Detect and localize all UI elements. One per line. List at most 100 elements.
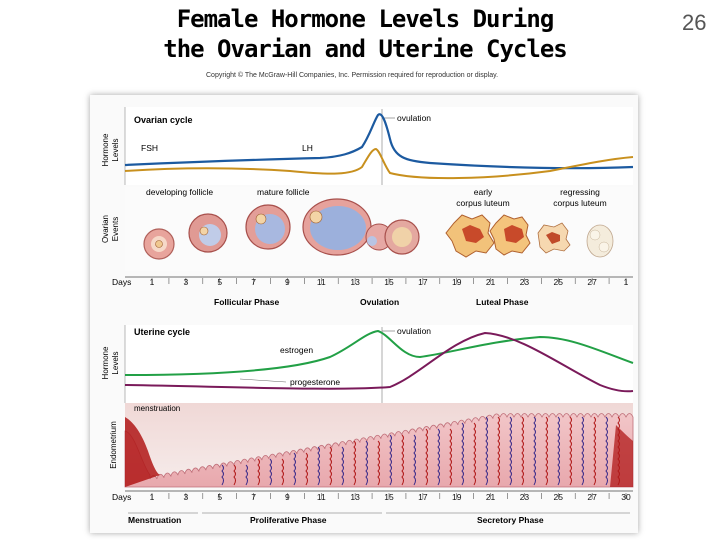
secretory-phase-label: Secretory Phase <box>477 515 544 525</box>
day-bottom-tick-label: 1 <box>150 492 155 502</box>
spiral-artery <box>401 434 404 486</box>
estrogen-curve <box>124 329 634 376</box>
menstruation-phase-label: Menstruation <box>128 515 181 525</box>
uterine-cycle-title: Uterine cycle <box>134 327 190 337</box>
day-bottom-tick-label: 3 <box>183 492 188 502</box>
spiral-artery <box>545 416 548 486</box>
day-bottom-tick-label: 21 <box>486 492 496 502</box>
day-top-tick-label: 19 <box>452 277 462 287</box>
fsh-curve <box>124 147 634 180</box>
spiral-artery <box>569 416 572 486</box>
spiral-artery <box>329 446 332 486</box>
spiral-artery <box>317 446 320 486</box>
day-top-tick-label: 5 <box>217 277 222 287</box>
days-label-bottom: Days <box>112 492 131 502</box>
menstrual-blood-left <box>125 417 160 487</box>
follicular-phase-label: Follicular Phase <box>214 297 279 307</box>
spiral-artery <box>449 428 452 486</box>
slide-title-line-2: the Ovarian and Uterine Cycles <box>163 35 567 63</box>
spiral-artery <box>593 416 596 486</box>
spiral-artery <box>557 416 560 486</box>
days-label-top: Days <box>112 277 131 287</box>
spiral-artery <box>353 440 356 486</box>
ovarian-y-label-2: Levels <box>111 138 120 161</box>
regressing-corpus-luteum-label-1: regressing <box>560 187 600 197</box>
day-top-tick-label: 11 <box>317 277 326 287</box>
luteal-phase-label: Luteal Phase <box>476 297 529 307</box>
ruptured-follicle <box>384 219 420 255</box>
spiral-artery <box>605 416 608 486</box>
page-number: 26 <box>682 10 707 35</box>
ovarian-y-label-1: Hormone <box>101 133 110 166</box>
spiral-artery <box>269 458 272 486</box>
slide-title-line-1: Female Hormone Levels During <box>176 5 555 33</box>
day-bottom-tick-label: 25 <box>554 492 564 502</box>
uterine-hormone-panel <box>125 325 633 403</box>
ovulation-phase-label: Ovulation <box>360 297 399 307</box>
day-bottom-tick-label: 13 <box>350 492 360 502</box>
spiral-artery <box>509 416 512 486</box>
day-top-tick-label: 17 <box>418 277 428 287</box>
menstruation-label: menstruation <box>134 404 180 413</box>
hormone-cycle-figure: Hormone Levels Ovarian cycle FSH LH ovul… <box>90 95 638 533</box>
day-bottom-tick-label: 5 <box>217 492 222 502</box>
day-top-tick-label: 27 <box>587 277 597 287</box>
progesterone-pointer <box>239 378 287 383</box>
ovarian-hormone-panel <box>125 107 633 185</box>
spiral-artery <box>617 416 620 486</box>
regressing-corpus-luteum-label-2: corpus luteum <box>553 198 606 208</box>
follicle-3 <box>245 204 291 250</box>
lh-curve <box>124 113 634 170</box>
day-bottom-tick-label: 27 <box>587 492 597 502</box>
day-top-tick-label: 13 <box>350 277 360 287</box>
developing-follicle-label: developing follicle <box>146 187 213 197</box>
follicle-1 <box>143 228 175 260</box>
early-corpus-luteum-label-2: corpus luteum <box>456 198 509 208</box>
follicle-mature <box>302 198 372 256</box>
spiral-artery <box>281 458 284 486</box>
spiral-artery <box>521 416 524 486</box>
spiral-artery <box>257 458 260 486</box>
day-top-tick-label: 25 <box>554 277 564 287</box>
day-bottom-tick-label: 17 <box>418 492 428 502</box>
day-top-tick-label: 23 <box>520 277 530 287</box>
menstrual-blood-right <box>610 425 633 487</box>
spiral-artery <box>425 428 428 486</box>
spiral-artery <box>377 440 380 486</box>
lh-label: LH <box>302 143 313 153</box>
day-top-tick-label: 1 <box>624 277 629 287</box>
day-bottom-tick-label: 30 <box>621 492 631 502</box>
fsh-label: FSH <box>141 143 158 153</box>
day-bottom-tick-label: 19 <box>452 492 462 502</box>
estrogen-label: estrogen <box>280 345 313 355</box>
spiral-artery <box>461 422 464 486</box>
uterine-y-label-1: Hormone <box>101 346 110 379</box>
slide-title: Female Hormone Levels During the Ovarian… <box>130 4 600 64</box>
day-top-tick-label: 21 <box>486 277 496 287</box>
ovarian-events-label-2: Events <box>111 217 120 241</box>
spiral-artery <box>473 422 476 486</box>
ovarian-events-label-1: Ovarian <box>101 215 110 243</box>
day-bottom-tick-label: 7 <box>251 492 256 502</box>
day-top-tick-label: 9 <box>285 277 290 287</box>
spiral-artery <box>245 464 248 486</box>
days-ticks-top: 1 3 5 7 9 11 13 15 17 19 21 23 25 27 1 <box>150 277 629 287</box>
days-ticks-bottom: 1 3 5 7 9 11 13 15 17 19 21 23 25 27 30 <box>150 492 631 502</box>
spiral-artery <box>485 416 488 486</box>
day-top-tick-label: 7 <box>251 277 256 287</box>
spiral-artery <box>341 446 344 486</box>
hormone-cycle-diagram: Hormone Levels Ovarian cycle FSH LH ovul… <box>101 107 634 525</box>
ovulation-label-top: ovulation <box>397 113 431 123</box>
day-top-tick-label: 3 <box>183 277 188 287</box>
early-corpus-luteum-2 <box>489 214 531 256</box>
early-corpus-luteum-1 <box>445 214 495 258</box>
spiral-artery <box>305 452 308 486</box>
spiral-artery <box>221 464 224 486</box>
day-bottom-tick-label: 11 <box>317 492 326 502</box>
spiral-artery <box>437 428 440 486</box>
regressing-corpus-luteum-1 <box>537 222 571 254</box>
early-corpus-luteum-label-1: early <box>474 187 493 197</box>
spiral-artery <box>581 416 584 486</box>
day-bottom-tick-label: 23 <box>520 492 530 502</box>
copyright-notice: Copyright © The McGraw-Hill Companies, I… <box>206 72 499 79</box>
